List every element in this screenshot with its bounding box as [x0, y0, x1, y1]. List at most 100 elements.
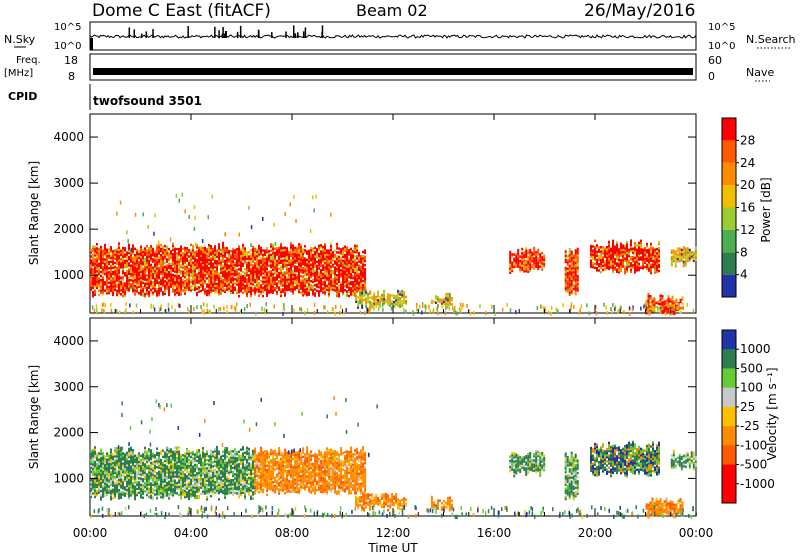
- echo-cell: [266, 273, 268, 277]
- echo-cell: [200, 260, 202, 264]
- echo-cell: [184, 288, 186, 291]
- echo-cell: [640, 239, 642, 243]
- echo-cell: [172, 257, 174, 260]
- echo-cell: [357, 306, 360, 309]
- echo-cell: [140, 454, 142, 458]
- echo-cell: [210, 261, 212, 265]
- echo-cell: [397, 304, 400, 307]
- echo-cell: [256, 279, 258, 283]
- echo-cell: [158, 293, 160, 297]
- echo-cell: [628, 265, 630, 268]
- echo-cell: [248, 265, 250, 269]
- echo-cell: [525, 263, 528, 267]
- echo-cell: [674, 252, 677, 255]
- echo-cell: [576, 276, 579, 280]
- echo-cell: [525, 259, 528, 263]
- echo-cell: [326, 259, 328, 263]
- echo-cell: [106, 285, 108, 289]
- echo-cell: [128, 447, 130, 451]
- echo-cell: [564, 277, 567, 280]
- echo-cell: [640, 241, 642, 245]
- echo-speck: [429, 309, 431, 314]
- echo-cell: [533, 259, 536, 262]
- echo-cell: [206, 268, 208, 272]
- echo-cell: [690, 255, 693, 258]
- echo-cell: [651, 299, 654, 303]
- echo-cell: [110, 473, 112, 476]
- echo-cell: [590, 251, 592, 254]
- echo-cell: [314, 279, 316, 283]
- echo-cell: [146, 456, 148, 460]
- echo-cell: [268, 270, 270, 274]
- echo-cell: [204, 277, 206, 281]
- echo-cell: [684, 255, 687, 259]
- echo-cell: [92, 483, 94, 487]
- echo-cell: [600, 260, 602, 264]
- echo-cell: [150, 482, 152, 485]
- echo-cell: [180, 255, 182, 259]
- echo-cell: [282, 282, 284, 285]
- echo-cell: [266, 275, 268, 279]
- echo-cell: [194, 284, 196, 287]
- echo-cell: [182, 278, 184, 282]
- echo-cell: [204, 265, 206, 268]
- echo-cell: [260, 257, 262, 260]
- echo-cell: [124, 453, 126, 456]
- echo-cell: [280, 247, 282, 250]
- echo-cell: [649, 301, 652, 304]
- echo-cell: [140, 260, 142, 263]
- echo-cell: [675, 306, 678, 310]
- echo-cell: [566, 261, 569, 264]
- echo-cell: [164, 257, 166, 260]
- echo-cell: [142, 492, 144, 495]
- echo-cell: [100, 452, 102, 456]
- echo-cell: [100, 471, 102, 474]
- echo-cell: [226, 284, 228, 287]
- echo-cell: [168, 289, 170, 292]
- echo-cell: [194, 288, 196, 291]
- echo-cell: [527, 262, 530, 265]
- echo-cell: [626, 263, 628, 267]
- echo-cell: [118, 267, 120, 270]
- echo-cell: [521, 258, 524, 261]
- echo-speck: [422, 304, 424, 309]
- echo-cell: [142, 453, 144, 456]
- echo-cell: [515, 265, 518, 268]
- echo-cell: [250, 257, 252, 260]
- echo-cell: [650, 255, 652, 258]
- echo-speck: [132, 310, 134, 315]
- echo-cell: [632, 266, 634, 269]
- echo-cell: [212, 262, 214, 265]
- echo-cell: [216, 282, 218, 286]
- echo-cell: [190, 278, 192, 282]
- echo-cell: [220, 271, 222, 274]
- echo-cell: [645, 310, 648, 313]
- echo-cell: [358, 252, 360, 255]
- echo-speck: [421, 310, 423, 315]
- echo-cell: [158, 482, 160, 486]
- echo-cell: [118, 244, 120, 247]
- echo-cell: [194, 253, 196, 256]
- echo-cell: [140, 465, 142, 468]
- echo-cell: [306, 279, 308, 282]
- echo-cell: [188, 249, 190, 252]
- echo-cell: [616, 264, 618, 267]
- echo-cell: [324, 249, 326, 252]
- echo-cell: [146, 255, 148, 258]
- echo-cell: [403, 301, 406, 304]
- echo-cell: [614, 249, 616, 253]
- echo-cell: [128, 486, 130, 490]
- echo-cell: [184, 269, 186, 273]
- echo-cell: [162, 264, 164, 267]
- echo-cell: [310, 286, 312, 289]
- echo-cell: [130, 264, 132, 267]
- echo-cell: [152, 487, 154, 491]
- echo-cell: [348, 265, 350, 269]
- echo-cell: [659, 296, 662, 299]
- echo-cell: [152, 495, 154, 499]
- echo-cell: [248, 290, 250, 293]
- echo-cell: [132, 283, 134, 287]
- echo-cell: [338, 280, 340, 283]
- echo-cell: [606, 262, 608, 266]
- echo-cell: [517, 250, 520, 254]
